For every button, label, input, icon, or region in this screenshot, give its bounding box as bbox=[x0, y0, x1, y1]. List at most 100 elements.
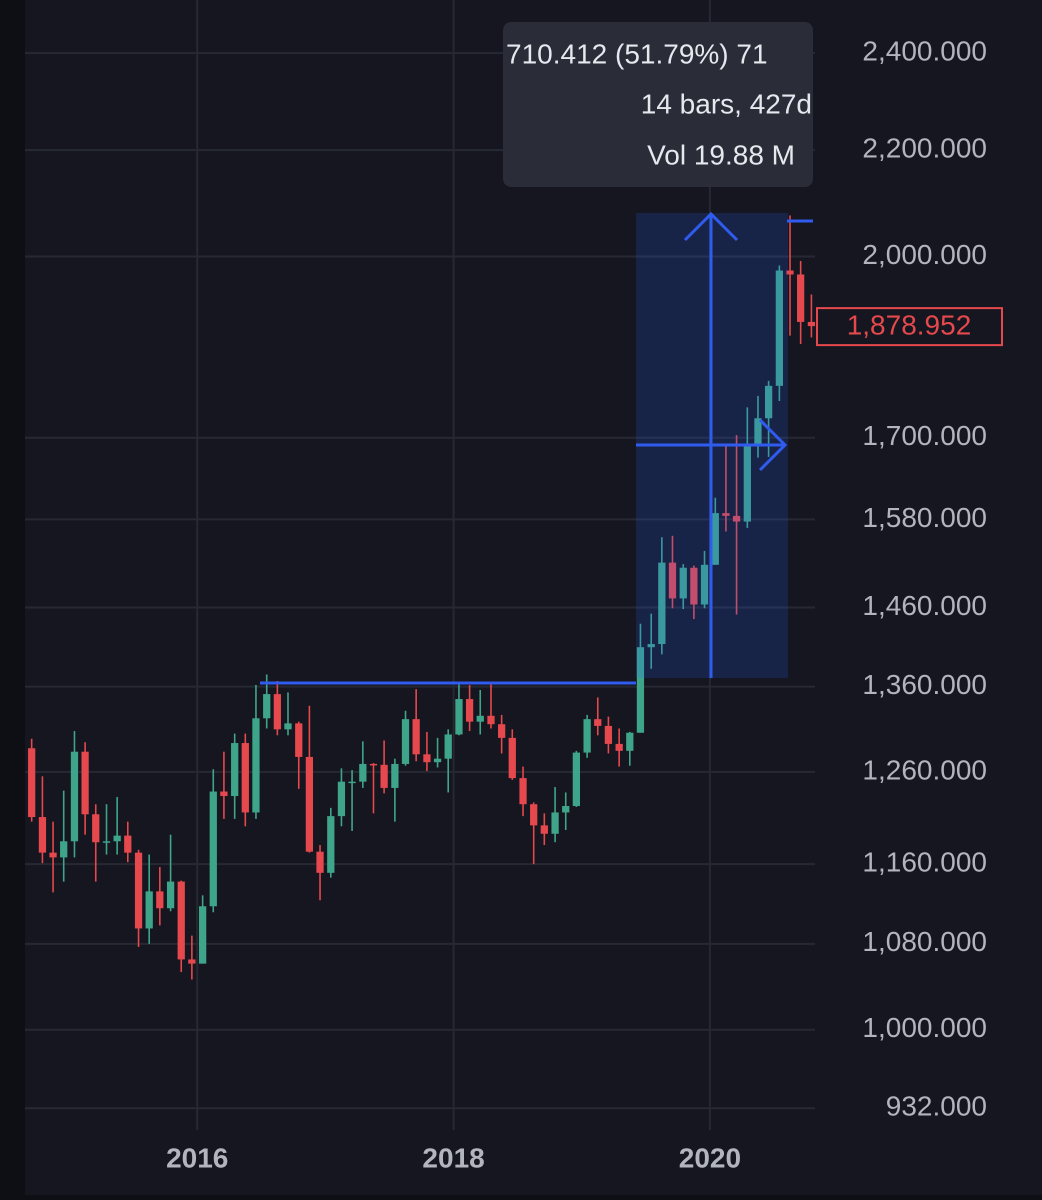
arrow-head bbox=[683, 211, 739, 242]
candle-body bbox=[81, 751, 89, 815]
candle-body bbox=[583, 719, 591, 753]
chart-background bbox=[25, 0, 1042, 1195]
candle-body bbox=[433, 758, 442, 763]
y-tick-label: 1,260.000 bbox=[862, 754, 987, 785]
candle-body bbox=[551, 812, 559, 834]
tooltip-volume: Vol 19.88 M bbox=[647, 139, 795, 170]
candle-body bbox=[273, 694, 281, 730]
candle-body bbox=[658, 562, 666, 645]
candle-body bbox=[711, 513, 719, 565]
y-tick-label: 2,400.000 bbox=[862, 35, 987, 66]
candle-body bbox=[28, 748, 36, 818]
candle-body bbox=[797, 274, 805, 322]
candle-body bbox=[145, 891, 153, 929]
candle-body bbox=[156, 891, 164, 909]
y-tick-label: 1,580.000 bbox=[862, 502, 987, 533]
candle-body bbox=[337, 781, 346, 817]
candle-body bbox=[60, 841, 68, 858]
candle-body bbox=[754, 418, 762, 447]
candle-body bbox=[209, 791, 217, 907]
candle-body bbox=[786, 270, 794, 275]
candle-body bbox=[124, 835, 132, 853]
candle-body bbox=[359, 763, 367, 782]
candle-body bbox=[423, 754, 431, 763]
candle-body bbox=[305, 756, 314, 852]
candle-body bbox=[444, 734, 452, 759]
candle-body bbox=[732, 515, 741, 522]
y-tick-label: 1,000.000 bbox=[862, 1012, 987, 1043]
y-tick-label: 1,160.000 bbox=[862, 847, 987, 878]
y-tick-label: 2,000.000 bbox=[862, 239, 987, 270]
candle-body bbox=[722, 513, 730, 516]
candle-body bbox=[626, 732, 634, 751]
candle-body bbox=[380, 764, 388, 788]
candle-body bbox=[284, 723, 292, 730]
candle-body bbox=[220, 791, 228, 797]
candle-body bbox=[38, 817, 47, 853]
candle-body bbox=[498, 724, 506, 738]
candle-body bbox=[391, 763, 399, 788]
candle-body bbox=[134, 852, 143, 929]
y-tick-label: 932.000 bbox=[886, 1091, 987, 1122]
candle-body bbox=[166, 881, 175, 909]
candle-body bbox=[540, 825, 548, 834]
candle-body bbox=[369, 763, 378, 766]
candle-body bbox=[668, 562, 677, 599]
x-tick-label: 2018 bbox=[422, 1142, 484, 1173]
y-tick-label: 1,700.000 bbox=[862, 420, 987, 451]
candle-body bbox=[252, 718, 260, 813]
candle-body bbox=[690, 567, 698, 605]
candle-body bbox=[615, 743, 623, 751]
drawings bbox=[260, 211, 813, 685]
candle-body bbox=[92, 814, 100, 843]
candle-body bbox=[562, 806, 570, 813]
candle-body bbox=[636, 647, 645, 733]
last-price-box bbox=[816, 307, 1003, 347]
y-tick-label: 2,200.000 bbox=[862, 133, 987, 164]
arrow-head bbox=[758, 418, 788, 472]
candle-body bbox=[199, 906, 207, 964]
candle-body bbox=[679, 567, 687, 599]
candle-body bbox=[241, 743, 249, 813]
candle-body bbox=[519, 778, 527, 805]
candle-body bbox=[594, 719, 602, 726]
candle-body bbox=[188, 959, 196, 964]
candle-body bbox=[743, 446, 751, 522]
candle-body bbox=[102, 841, 111, 843]
x-tick-label: 2016 bbox=[166, 1142, 228, 1173]
candle-body bbox=[412, 719, 420, 755]
candle-body bbox=[177, 881, 185, 960]
candle-body bbox=[401, 719, 410, 764]
candle-body bbox=[70, 751, 79, 842]
candle-body bbox=[263, 694, 271, 719]
candle-body bbox=[455, 699, 463, 735]
candle-body bbox=[295, 723, 303, 757]
y-tick-label: 1,460.000 bbox=[862, 590, 987, 621]
candle-body bbox=[316, 851, 324, 873]
candle-body bbox=[231, 743, 239, 797]
candle-body bbox=[508, 737, 516, 779]
candles bbox=[28, 215, 815, 980]
candle-body bbox=[487, 715, 495, 725]
candle-body bbox=[764, 385, 773, 419]
candle-body bbox=[465, 699, 474, 722]
candle-body bbox=[530, 804, 538, 826]
tooltip-bars: 14 bars, 427d bbox=[641, 88, 812, 119]
tooltip-box bbox=[503, 22, 813, 187]
x-tick-label: 2020 bbox=[679, 1142, 741, 1173]
y-tick-label: 1,080.000 bbox=[862, 926, 987, 957]
candle-body bbox=[572, 752, 580, 807]
candle-body bbox=[700, 564, 709, 605]
axes: 932.000 1,000.000 1,080.000 1,160.000 1,260.… bbox=[166, 35, 1003, 1173]
candle-body bbox=[327, 816, 335, 873]
y-tick-label: 1,360.000 bbox=[862, 669, 987, 700]
candle-body bbox=[49, 852, 57, 858]
candle-body bbox=[348, 781, 356, 784]
tooltip-change: 710.412 (51.79%) 71 bbox=[506, 38, 768, 69]
candle-body bbox=[647, 644, 655, 648]
candle-body bbox=[807, 321, 815, 327]
candle-body bbox=[775, 270, 784, 386]
candle-body bbox=[113, 835, 121, 842]
candle-body bbox=[476, 715, 484, 722]
